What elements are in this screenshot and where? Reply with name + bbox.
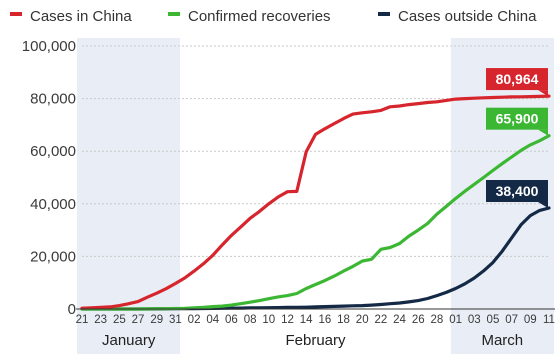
month-labels: January February March — [102, 332, 523, 349]
x-axis-ticks: 21 23 25 27 29 31 02 04 06 08 10 12 14 16 18 20 22 24 26 28… — [76, 314, 555, 326]
callout-pointer — [538, 90, 548, 97]
y-tick-label: 20,000 — [30, 248, 76, 265]
x-tick-label: 04 — [206, 314, 219, 326]
legend-label: Cases outside China — [398, 8, 537, 25]
x-tick-label: 24 — [393, 314, 406, 326]
callout-pointer — [538, 202, 548, 209]
y-tick-label: 0 — [68, 301, 76, 318]
x-tick-label: 06 — [225, 314, 238, 326]
x-tick-label: 03 — [468, 314, 481, 326]
legend-item: Cases outside China — [378, 8, 537, 25]
x-tick-label: 26 — [412, 314, 425, 326]
end-value-callouts: 80,964 65,900 38,400 — [486, 68, 548, 209]
callout-value: 65,900 — [496, 111, 539, 127]
callout-value: 38,400 — [496, 183, 539, 199]
callout-confirmed-recoveries: 65,900 — [486, 107, 548, 136]
x-tick-label: 11 — [543, 314, 555, 326]
x-tick-label: 12 — [281, 314, 294, 326]
y-tick-label: 80,000 — [30, 91, 76, 108]
x-tick-label: 31 — [169, 314, 182, 326]
callout-box — [486, 107, 548, 130]
x-tick-label: 23 — [94, 314, 107, 326]
month-label-january: January — [102, 332, 156, 349]
x-tick-label: 20 — [356, 314, 369, 326]
y-tick-label: 40,000 — [30, 196, 76, 213]
x-tick-label: 16 — [318, 314, 331, 326]
x-tick-label: 09 — [524, 314, 537, 326]
month-label-march: March — [481, 332, 523, 349]
legend-label: Confirmed recoveries — [188, 8, 331, 25]
callout-pointer — [538, 129, 548, 136]
x-tick-label: 18 — [337, 314, 350, 326]
x-tick-label: 29 — [150, 314, 163, 326]
x-tick-label: 27 — [132, 314, 145, 326]
x-tick-label: 28 — [431, 314, 444, 326]
x-tick-label: 05 — [487, 314, 500, 326]
callout-value: 80,964 — [496, 71, 539, 87]
callout-box — [486, 180, 548, 203]
x-tick-label: 02 — [188, 314, 201, 326]
y-axis-ticks: 0 20,000 40,000 60,000 80,000 100,000 — [22, 38, 76, 318]
x-tick-label: 14 — [300, 314, 313, 326]
callout-cases-in-china: 80,964 — [486, 68, 548, 97]
legend-swatch — [378, 12, 390, 16]
legend-swatch — [10, 12, 22, 16]
x-tick-label: 25 — [113, 314, 126, 326]
x-tick-label: 08 — [244, 314, 257, 326]
month-label-february: February — [285, 332, 346, 349]
series-line-cases-in-china — [80, 94, 551, 310]
x-tick-label: 21 — [76, 314, 89, 326]
legend-swatch — [168, 12, 180, 16]
x-tick-label: 22 — [374, 314, 387, 326]
callout-box — [486, 68, 548, 91]
y-tick-label: 100,000 — [22, 38, 76, 55]
legend: Cases in China Confirmed recoveries Cases … — [10, 8, 537, 25]
callout-cases-outside-china: 38,400 — [486, 180, 548, 209]
x-tick-label: 07 — [505, 314, 518, 326]
legend-item: Cases in China — [10, 8, 132, 25]
legend-item: Confirmed recoveries — [168, 8, 331, 25]
month-shade-january — [77, 38, 181, 354]
x-tick-label: 01 — [449, 314, 462, 326]
x-tick-label: 10 — [262, 314, 275, 326]
legend-label: Cases in China — [30, 8, 132, 25]
y-tick-label: 60,000 — [30, 143, 76, 160]
